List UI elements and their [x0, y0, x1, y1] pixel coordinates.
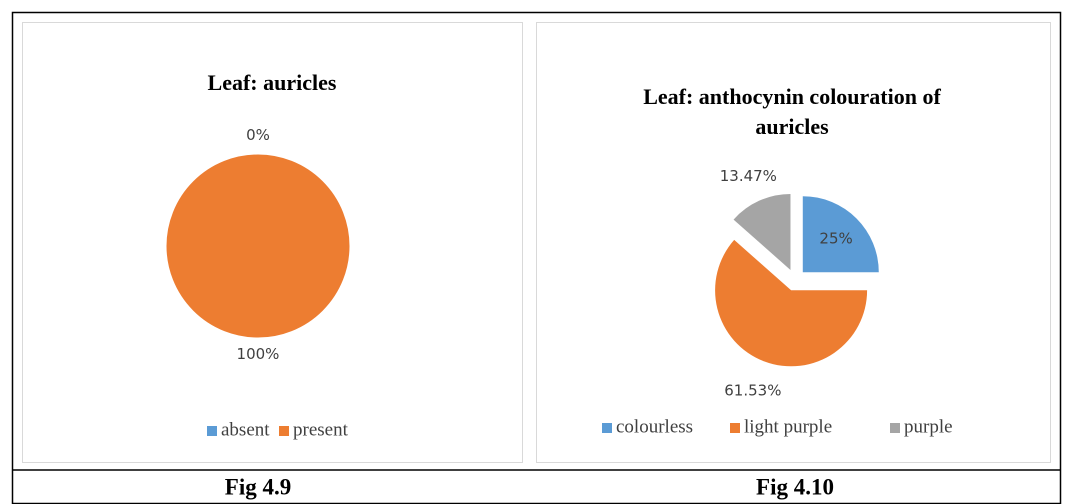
legend-label: purple: [904, 416, 953, 437]
data-label: 25%: [819, 229, 852, 247]
legend-swatch: [890, 423, 900, 433]
chart-frame: [536, 22, 1051, 463]
legend-label: light purple: [744, 416, 832, 437]
legend-swatch: [730, 423, 740, 433]
legend-label: present: [293, 419, 349, 440]
caption: Fig 4.9: [225, 474, 291, 499]
legend-swatch: [602, 423, 612, 433]
pie-slice: [802, 196, 879, 273]
data-label: 100%: [237, 345, 280, 363]
data-label: 13.47%: [720, 167, 777, 185]
chart-title: Leaf: anthocynin colouration of auricles: [643, 84, 941, 139]
pie-slice: [165, 153, 351, 339]
legend-swatch: [279, 426, 289, 436]
legend-label: colourless: [616, 416, 693, 437]
pie-slice: [715, 239, 868, 367]
data-label: 0%: [246, 126, 270, 144]
legend-label: absent: [221, 419, 270, 440]
caption: Fig 4.10: [756, 474, 834, 499]
data-label: 61.53%: [724, 382, 781, 400]
chart-title: Leaf: auricles: [207, 70, 337, 95]
legend-swatch: [207, 426, 217, 436]
pie-slice: [733, 193, 791, 270]
